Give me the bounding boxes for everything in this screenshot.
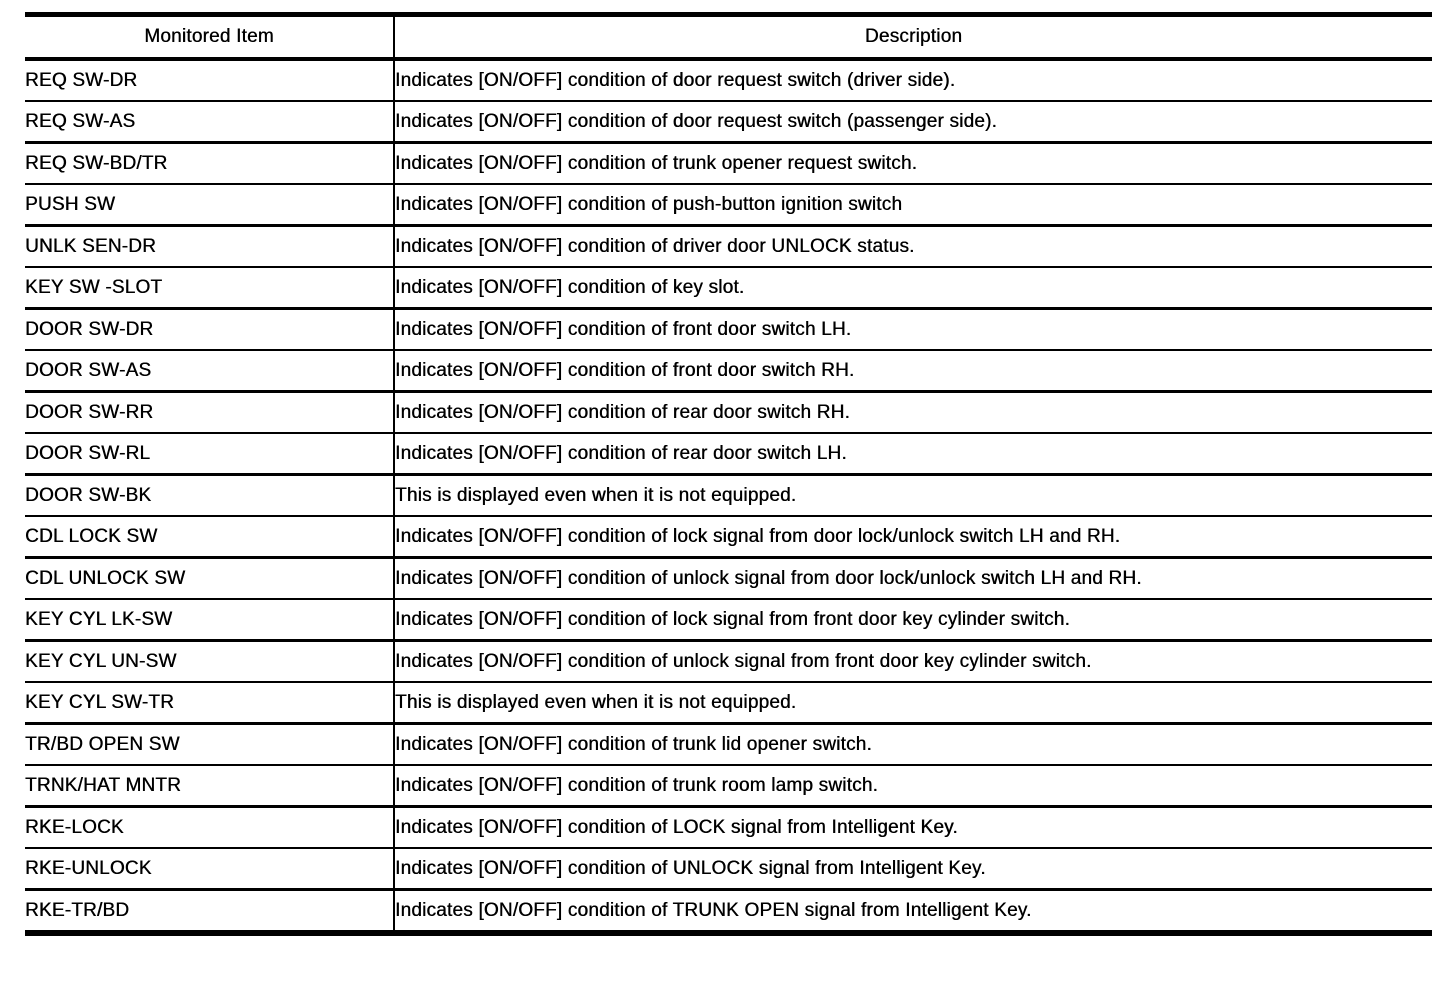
monitored-item-cell: DOOR SW-RR <box>25 391 395 434</box>
monitored-item-cell: RKE-LOCK <box>25 806 395 849</box>
table-row: RKE-LOCK Indicates [ON/OFF] condition of … <box>25 806 1432 849</box>
monitored-item-cell: DOOR SW-AS <box>25 350 395 393</box>
monitored-item-cell: TR/BD OPEN SW <box>25 723 395 766</box>
description-cell: Indicates [ON/OFF] condition of LOCK sig… <box>394 806 1432 849</box>
monitored-item-cell: KEY CYL SW-TR <box>25 682 395 725</box>
description-cell: Indicates [ON/OFF] condition of front do… <box>394 308 1432 351</box>
table-row: KEY CYL LK-SW Indicates [ON/OFF] conditio… <box>25 599 1432 642</box>
table-row: KEY SW -SLOT Indicates [ON/OFF] condition… <box>25 267 1432 310</box>
description-cell: This is displayed even when it is not eq… <box>394 682 1432 725</box>
monitored-item-cell: REQ SW-AS <box>25 101 395 144</box>
table-row: PUSH SW Indicates [ON/OFF] condition of p… <box>25 184 1432 227</box>
monitored-item-cell: PUSH SW <box>25 184 395 227</box>
description-cell: Indicates [ON/OFF] condition of unlock s… <box>394 640 1432 683</box>
monitored-item-cell: DOOR SW-DR <box>25 308 395 351</box>
table-header-row: Monitored Item Description <box>25 14 1432 61</box>
table-row: DOOR SW-RR Indicates [ON/OFF] condition o… <box>25 391 1432 434</box>
description-cell: Indicates [ON/OFF] condition of rear doo… <box>394 391 1432 434</box>
table-row: DOOR SW-AS Indicates [ON/OFF] condition o… <box>25 350 1432 393</box>
table-row: REQ SW-BD/TR Indicates [ON/OFF] condition… <box>25 142 1432 185</box>
table-row: DOOR SW-BK This is displayed even when it… <box>25 474 1432 517</box>
monitored-item-cell: RKE-TR/BD <box>25 889 395 933</box>
monitored-item-cell: DOOR SW-BK <box>25 474 395 517</box>
description-cell: Indicates [ON/OFF] condition of door req… <box>394 101 1432 144</box>
table-row: KEY CYL SW-TR This is displayed even when… <box>25 682 1432 725</box>
description-cell: Indicates [ON/OFF] condition of trunk li… <box>394 723 1432 766</box>
monitored-item-cell: REQ SW-DR <box>25 59 395 102</box>
description-cell: Indicates [ON/OFF] condition of push-but… <box>394 184 1432 227</box>
table-row: CDL UNLOCK SW Indicates [ON/OFF] conditio… <box>25 557 1432 600</box>
description-cell: Indicates [ON/OFF] condition of door req… <box>394 59 1432 102</box>
monitored-item-cell: CDL LOCK SW <box>25 516 395 559</box>
table-row: TRNK/HAT MNTR Indicates [ON/OFF] conditio… <box>25 765 1432 808</box>
table-row: TR/BD OPEN SW Indicates [ON/OFF] conditio… <box>25 723 1432 766</box>
monitored-item-cell: UNLK SEN-DR <box>25 225 395 268</box>
table-row: KEY CYL UN-SW Indicates [ON/OFF] conditio… <box>25 640 1432 683</box>
column-header-monitored-item: Monitored Item <box>25 14 395 61</box>
table-row: RKE-UNLOCK Indicates [ON/OFF] condition o… <box>25 848 1432 891</box>
monitored-item-cell: RKE-UNLOCK <box>25 848 395 891</box>
monitored-item-cell: CDL UNLOCK SW <box>25 557 395 600</box>
description-cell: Indicates [ON/OFF] condition of key slot… <box>394 267 1432 310</box>
description-cell: Indicates [ON/OFF] condition of UNLOCK s… <box>394 848 1432 891</box>
monitored-item-cell: KEY SW -SLOT <box>25 267 395 310</box>
description-cell: This is displayed even when it is not eq… <box>394 474 1432 517</box>
table-row: REQ SW-AS Indicates [ON/OFF] condition of… <box>25 101 1432 144</box>
column-header-description: Description <box>394 14 1432 61</box>
description-cell: Indicates [ON/OFF] condition of driver d… <box>394 225 1432 268</box>
table-row: UNLK SEN-DR Indicates [ON/OFF] condition … <box>25 225 1432 268</box>
monitored-item-cell: KEY CYL UN-SW <box>25 640 395 683</box>
table-row: RKE-TR/BD Indicates [ON/OFF] condition of… <box>25 889 1432 933</box>
description-cell: Indicates [ON/OFF] condition of trunk op… <box>394 142 1432 185</box>
description-cell: Indicates [ON/OFF] condition of rear doo… <box>394 433 1432 476</box>
table-row: CDL LOCK SW Indicates [ON/OFF] condition … <box>25 516 1432 559</box>
monitored-item-cell: KEY CYL LK-SW <box>25 599 395 642</box>
description-cell: Indicates [ON/OFF] condition of front do… <box>394 350 1432 393</box>
description-cell: Indicates [ON/OFF] condition of lock sig… <box>394 599 1432 642</box>
description-cell: Indicates [ON/OFF] condition of unlock s… <box>394 557 1432 600</box>
table-row: DOOR SW-DR Indicates [ON/OFF] condition o… <box>25 308 1432 351</box>
table-row: REQ SW-DR Indicates [ON/OFF] condition of… <box>25 59 1432 102</box>
monitored-items-table: Monitored Item Description REQ SW-DR Indi… <box>25 12 1432 936</box>
description-cell: Indicates [ON/OFF] condition of TRUNK OP… <box>395 899 1032 921</box>
description-cell: Indicates [ON/OFF] condition of lock sig… <box>394 516 1432 559</box>
monitored-item-cell: DOOR SW-RL <box>25 433 395 476</box>
monitored-item-cell: REQ SW-BD/TR <box>25 142 395 185</box>
description-cell: Indicates [ON/OFF] condition of trunk ro… <box>394 765 1432 808</box>
table-row: DOOR SW-RL Indicates [ON/OFF] condition o… <box>25 433 1432 476</box>
monitored-item-cell: TRNK/HAT MNTR <box>25 765 395 808</box>
